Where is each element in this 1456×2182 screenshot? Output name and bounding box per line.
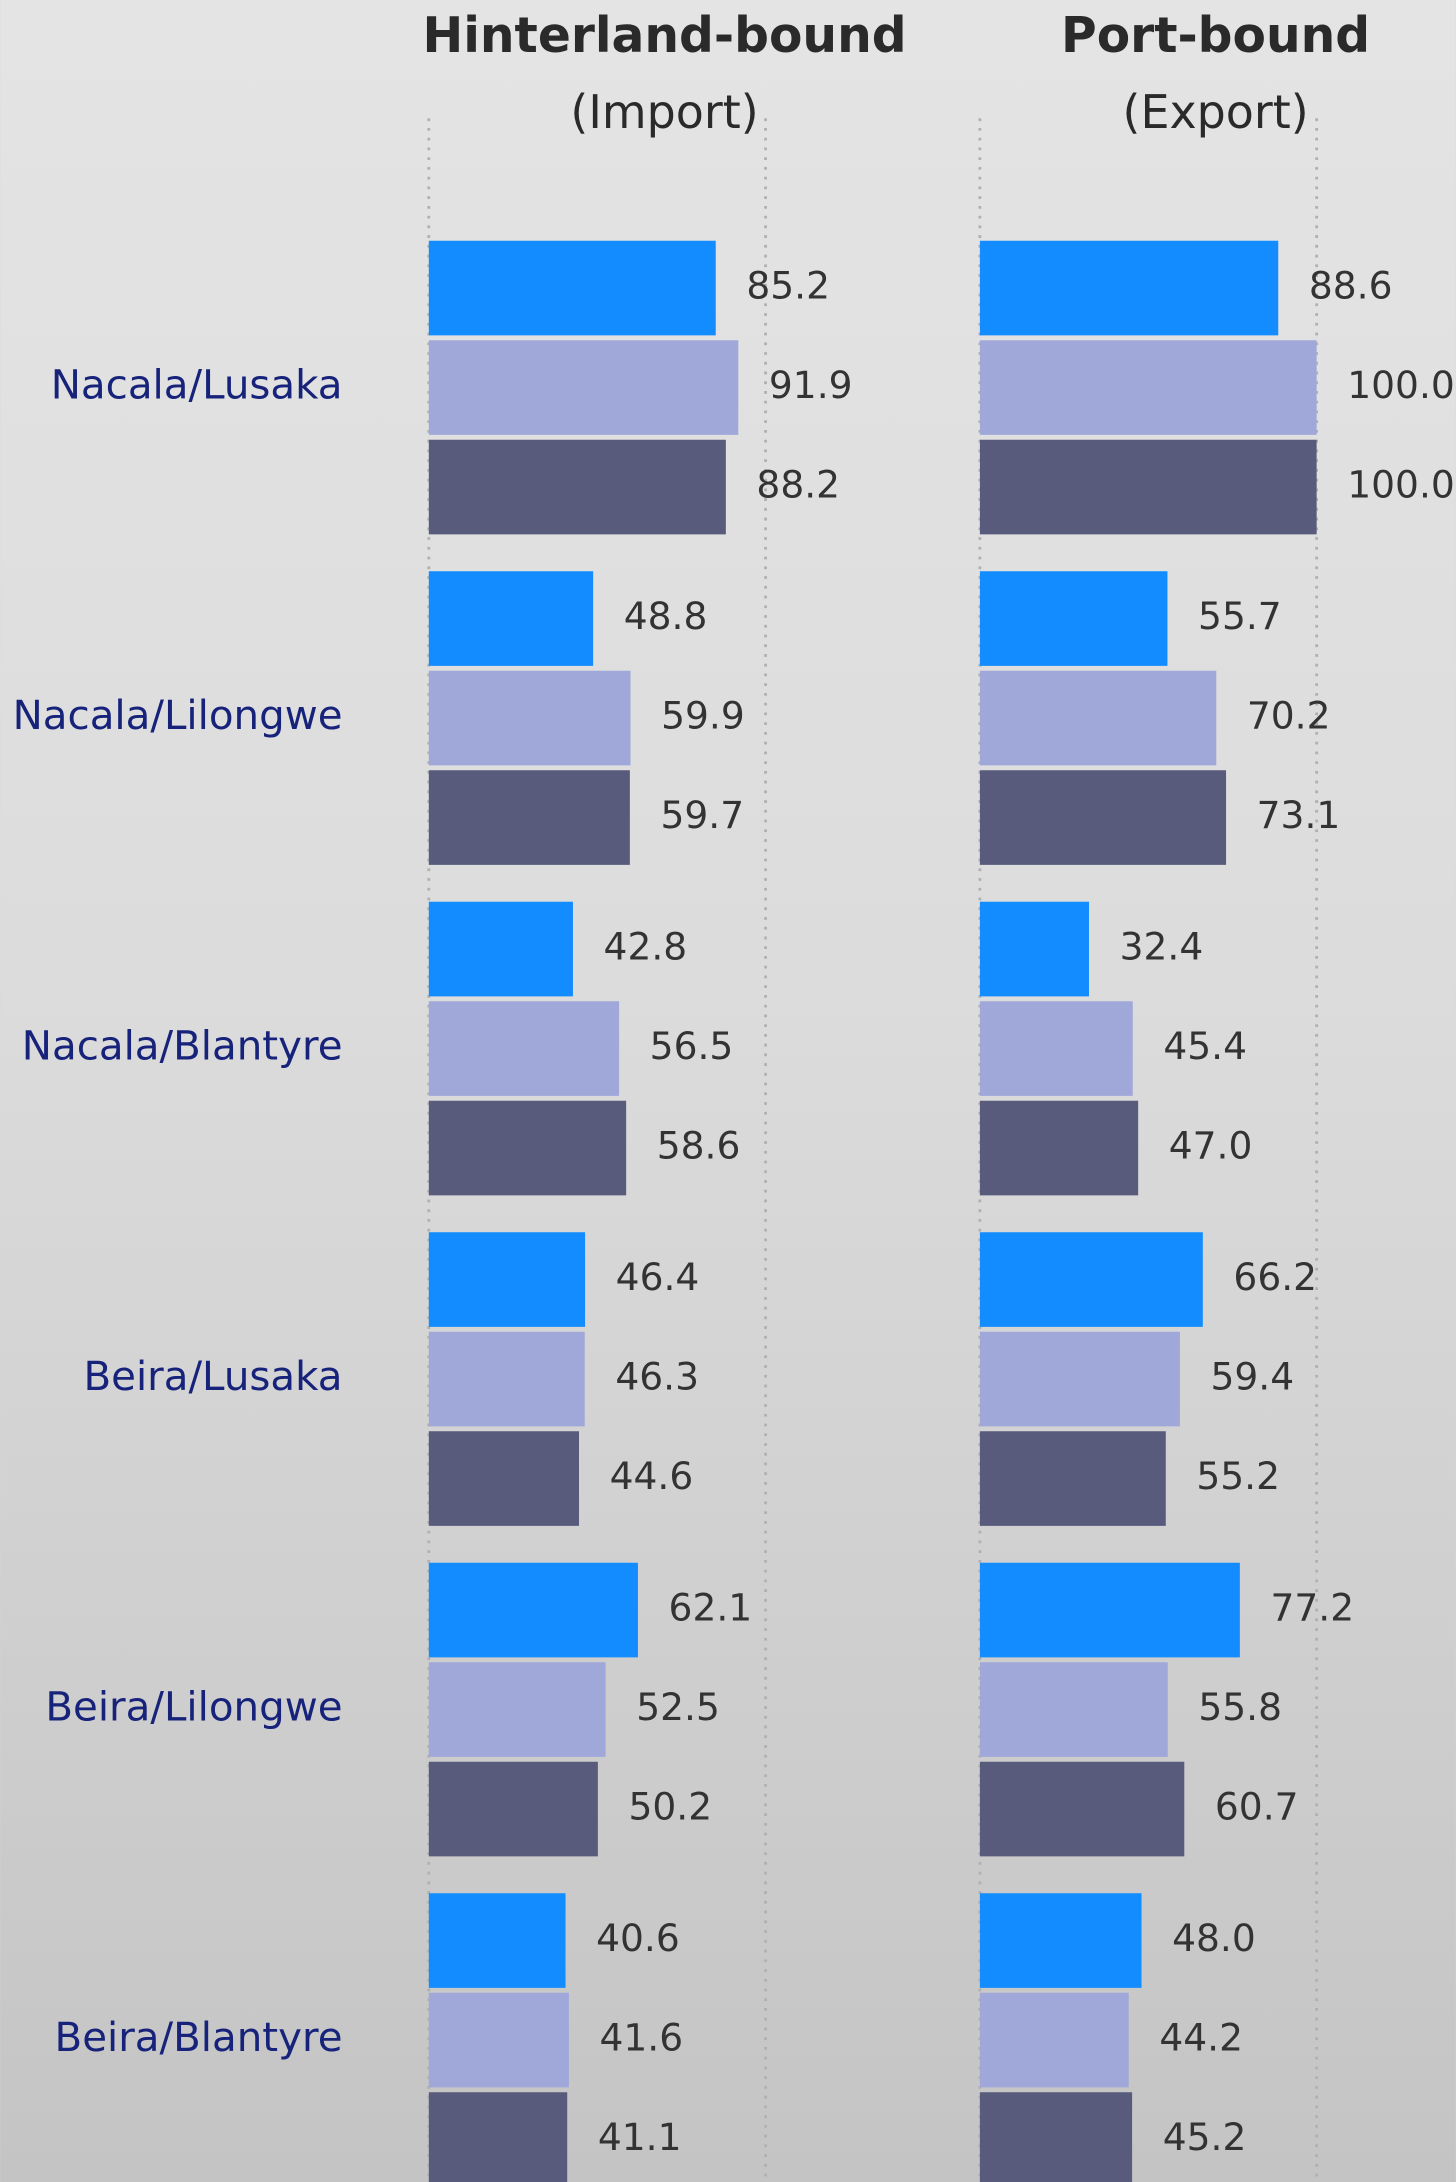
value-label: 70.2 — [1247, 694, 1331, 738]
value-label: 45.2 — [1163, 2115, 1247, 2159]
category-label: Nacala/Lilongwe — [13, 692, 343, 739]
bar — [980, 1431, 1166, 1526]
panel-title: Port-bound — [1061, 8, 1370, 64]
bar — [429, 340, 738, 435]
value-label: 32.4 — [1120, 925, 1204, 969]
bar — [980, 671, 1216, 766]
value-label: 42.8 — [604, 925, 688, 969]
bar — [980, 1563, 1240, 1658]
bar — [429, 571, 593, 666]
category-label: Beira/Lilongwe — [45, 1684, 342, 1731]
bar — [429, 770, 630, 865]
value-label: 85.2 — [746, 264, 830, 308]
bar — [429, 1893, 566, 1988]
value-label: 88.6 — [1309, 264, 1393, 308]
panel-subtitle: (Export) — [1123, 85, 1309, 139]
bar — [980, 340, 1317, 435]
value-label: 44.2 — [1159, 2016, 1243, 2060]
value-label: 77.2 — [1270, 1586, 1354, 1630]
value-label: 44.6 — [610, 1454, 694, 1498]
bar — [980, 1332, 1180, 1427]
bar — [429, 902, 573, 997]
value-label: 59.4 — [1211, 1355, 1295, 1399]
value-label: 40.6 — [596, 1916, 680, 1960]
bar — [429, 1563, 638, 1658]
bar — [980, 2092, 1132, 2182]
value-label: 52.5 — [636, 1685, 720, 1729]
value-label: 100.0 — [1347, 363, 1455, 407]
bar — [429, 1101, 626, 1196]
bar — [980, 1232, 1203, 1327]
value-label: 55.2 — [1196, 1454, 1280, 1498]
value-label: 55.7 — [1198, 594, 1282, 638]
bar — [980, 440, 1317, 535]
value-label: 73.1 — [1257, 793, 1341, 837]
value-label: 46.3 — [615, 1355, 699, 1399]
chart: Nacala/Lusaka Nacala/Lilongwe Nacala/Blant… — [0, 0, 1456, 2182]
bar — [980, 902, 1089, 997]
bar — [980, 1762, 1184, 1857]
bar — [980, 1001, 1133, 1096]
bar — [980, 770, 1226, 865]
value-label: 62.1 — [669, 1586, 753, 1630]
bar — [429, 671, 631, 766]
bar — [980, 1662, 1168, 1757]
panel-title: Hinterland-bound — [422, 8, 906, 64]
bar — [429, 241, 716, 336]
bar — [429, 440, 726, 535]
bar — [429, 1431, 579, 1526]
value-label: 55.8 — [1198, 1685, 1282, 1729]
bar — [429, 1762, 598, 1857]
bar — [429, 1232, 585, 1327]
value-label: 41.6 — [600, 2016, 684, 2060]
bar — [980, 1893, 1142, 1988]
bar — [429, 1001, 619, 1096]
value-label: 41.1 — [598, 2115, 682, 2159]
bar — [980, 1101, 1138, 1196]
category-label: Nacala/Lusaka — [51, 362, 343, 409]
value-label: 56.5 — [650, 1024, 734, 1068]
bar — [980, 241, 1278, 336]
value-label: 50.2 — [628, 1785, 712, 1829]
value-label: 58.6 — [657, 1124, 741, 1168]
value-label: 59.7 — [660, 793, 744, 837]
value-label: 100.0 — [1347, 463, 1455, 507]
value-label: 48.0 — [1172, 1916, 1256, 1960]
bar — [980, 571, 1168, 666]
bar — [429, 1662, 606, 1757]
value-label: 66.2 — [1233, 1255, 1317, 1299]
bar — [429, 2092, 567, 2182]
value-label: 60.7 — [1215, 1785, 1299, 1829]
value-label: 45.4 — [1163, 1024, 1247, 1068]
value-label: 47.0 — [1169, 1124, 1253, 1168]
bar — [429, 1993, 569, 2088]
category-label: Beira/Blantyre — [55, 2014, 343, 2061]
value-label: 46.4 — [616, 1255, 700, 1299]
category-label: Nacala/Blantyre — [22, 1023, 343, 1070]
bar — [980, 1993, 1129, 2088]
value-label: 48.8 — [624, 594, 708, 638]
panel-subtitle: (Import) — [570, 85, 758, 139]
bar — [429, 1332, 585, 1427]
value-label: 88.2 — [756, 463, 840, 507]
category-label: Beira/Lusaka — [83, 1353, 342, 1400]
value-label: 91.9 — [769, 363, 853, 407]
value-label: 59.9 — [661, 694, 745, 738]
